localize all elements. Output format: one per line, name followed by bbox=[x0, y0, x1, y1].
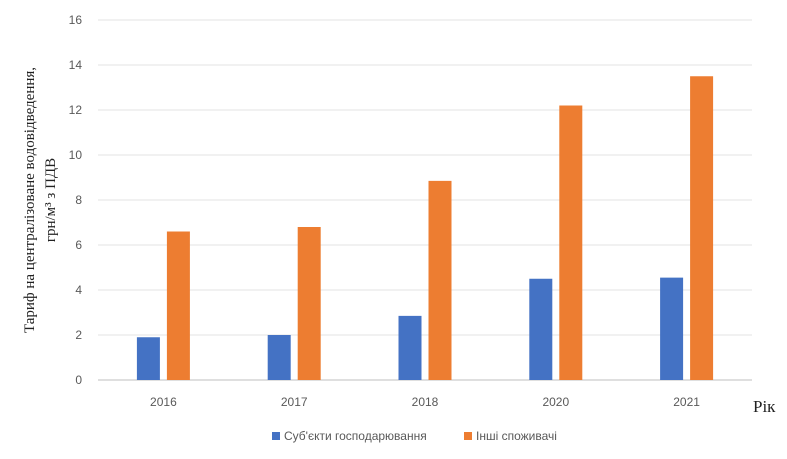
bar-others-2018 bbox=[428, 180, 452, 380]
y-axis-label-line1: Тариф на централізоване водовідведення, bbox=[22, 67, 38, 333]
legend-label-series-1: Суб'єкти господарювання bbox=[284, 429, 427, 443]
bar-subjects-2018 bbox=[398, 315, 422, 380]
x-tick-label: 2021 bbox=[673, 395, 700, 409]
legend-label-series-2: Інші споживачі bbox=[476, 429, 557, 443]
bar-others-2016 bbox=[166, 231, 190, 380]
y-tick-label: 14 bbox=[69, 58, 83, 72]
bar-subjects-2016 bbox=[136, 337, 160, 380]
y-tick-label: 6 bbox=[75, 238, 82, 252]
bar-others-2021 bbox=[690, 76, 714, 380]
y-tick-label: 10 bbox=[69, 148, 83, 162]
bar-subjects-2021 bbox=[660, 277, 684, 380]
y-axis-label-line2: грн/м³ з ПДВ bbox=[43, 158, 59, 242]
legend: Суб'єкти господарювання Інші споживачі bbox=[272, 429, 557, 443]
x-tick-label: 2017 bbox=[281, 395, 308, 409]
bar-others-2020 bbox=[559, 105, 583, 380]
x-axis-label: Рік bbox=[753, 397, 776, 416]
y-tick-label: 16 bbox=[69, 13, 83, 27]
x-tick-label: 2020 bbox=[542, 395, 569, 409]
bars bbox=[136, 76, 714, 380]
legend-swatch-series-1 bbox=[272, 432, 280, 440]
x-tick-label: 2018 bbox=[412, 395, 439, 409]
x-axis-ticks: 2016 2017 2018 2020 2021 bbox=[150, 395, 700, 409]
y-tick-label: 4 bbox=[75, 283, 82, 297]
y-tick-label: 2 bbox=[75, 328, 82, 342]
x-tick-label: 2016 bbox=[150, 395, 177, 409]
bar-subjects-2020 bbox=[529, 278, 553, 380]
bar-others-2017 bbox=[297, 227, 321, 380]
y-tick-label: 12 bbox=[69, 103, 83, 117]
legend-swatch-series-2 bbox=[464, 432, 472, 440]
y-tick-label: 0 bbox=[75, 373, 82, 387]
bar-subjects-2017 bbox=[267, 335, 291, 380]
gridlines bbox=[98, 19, 752, 381]
y-tick-label: 8 bbox=[75, 193, 82, 207]
y-axis-ticks: 0 2 4 6 8 10 12 14 16 bbox=[69, 13, 83, 387]
